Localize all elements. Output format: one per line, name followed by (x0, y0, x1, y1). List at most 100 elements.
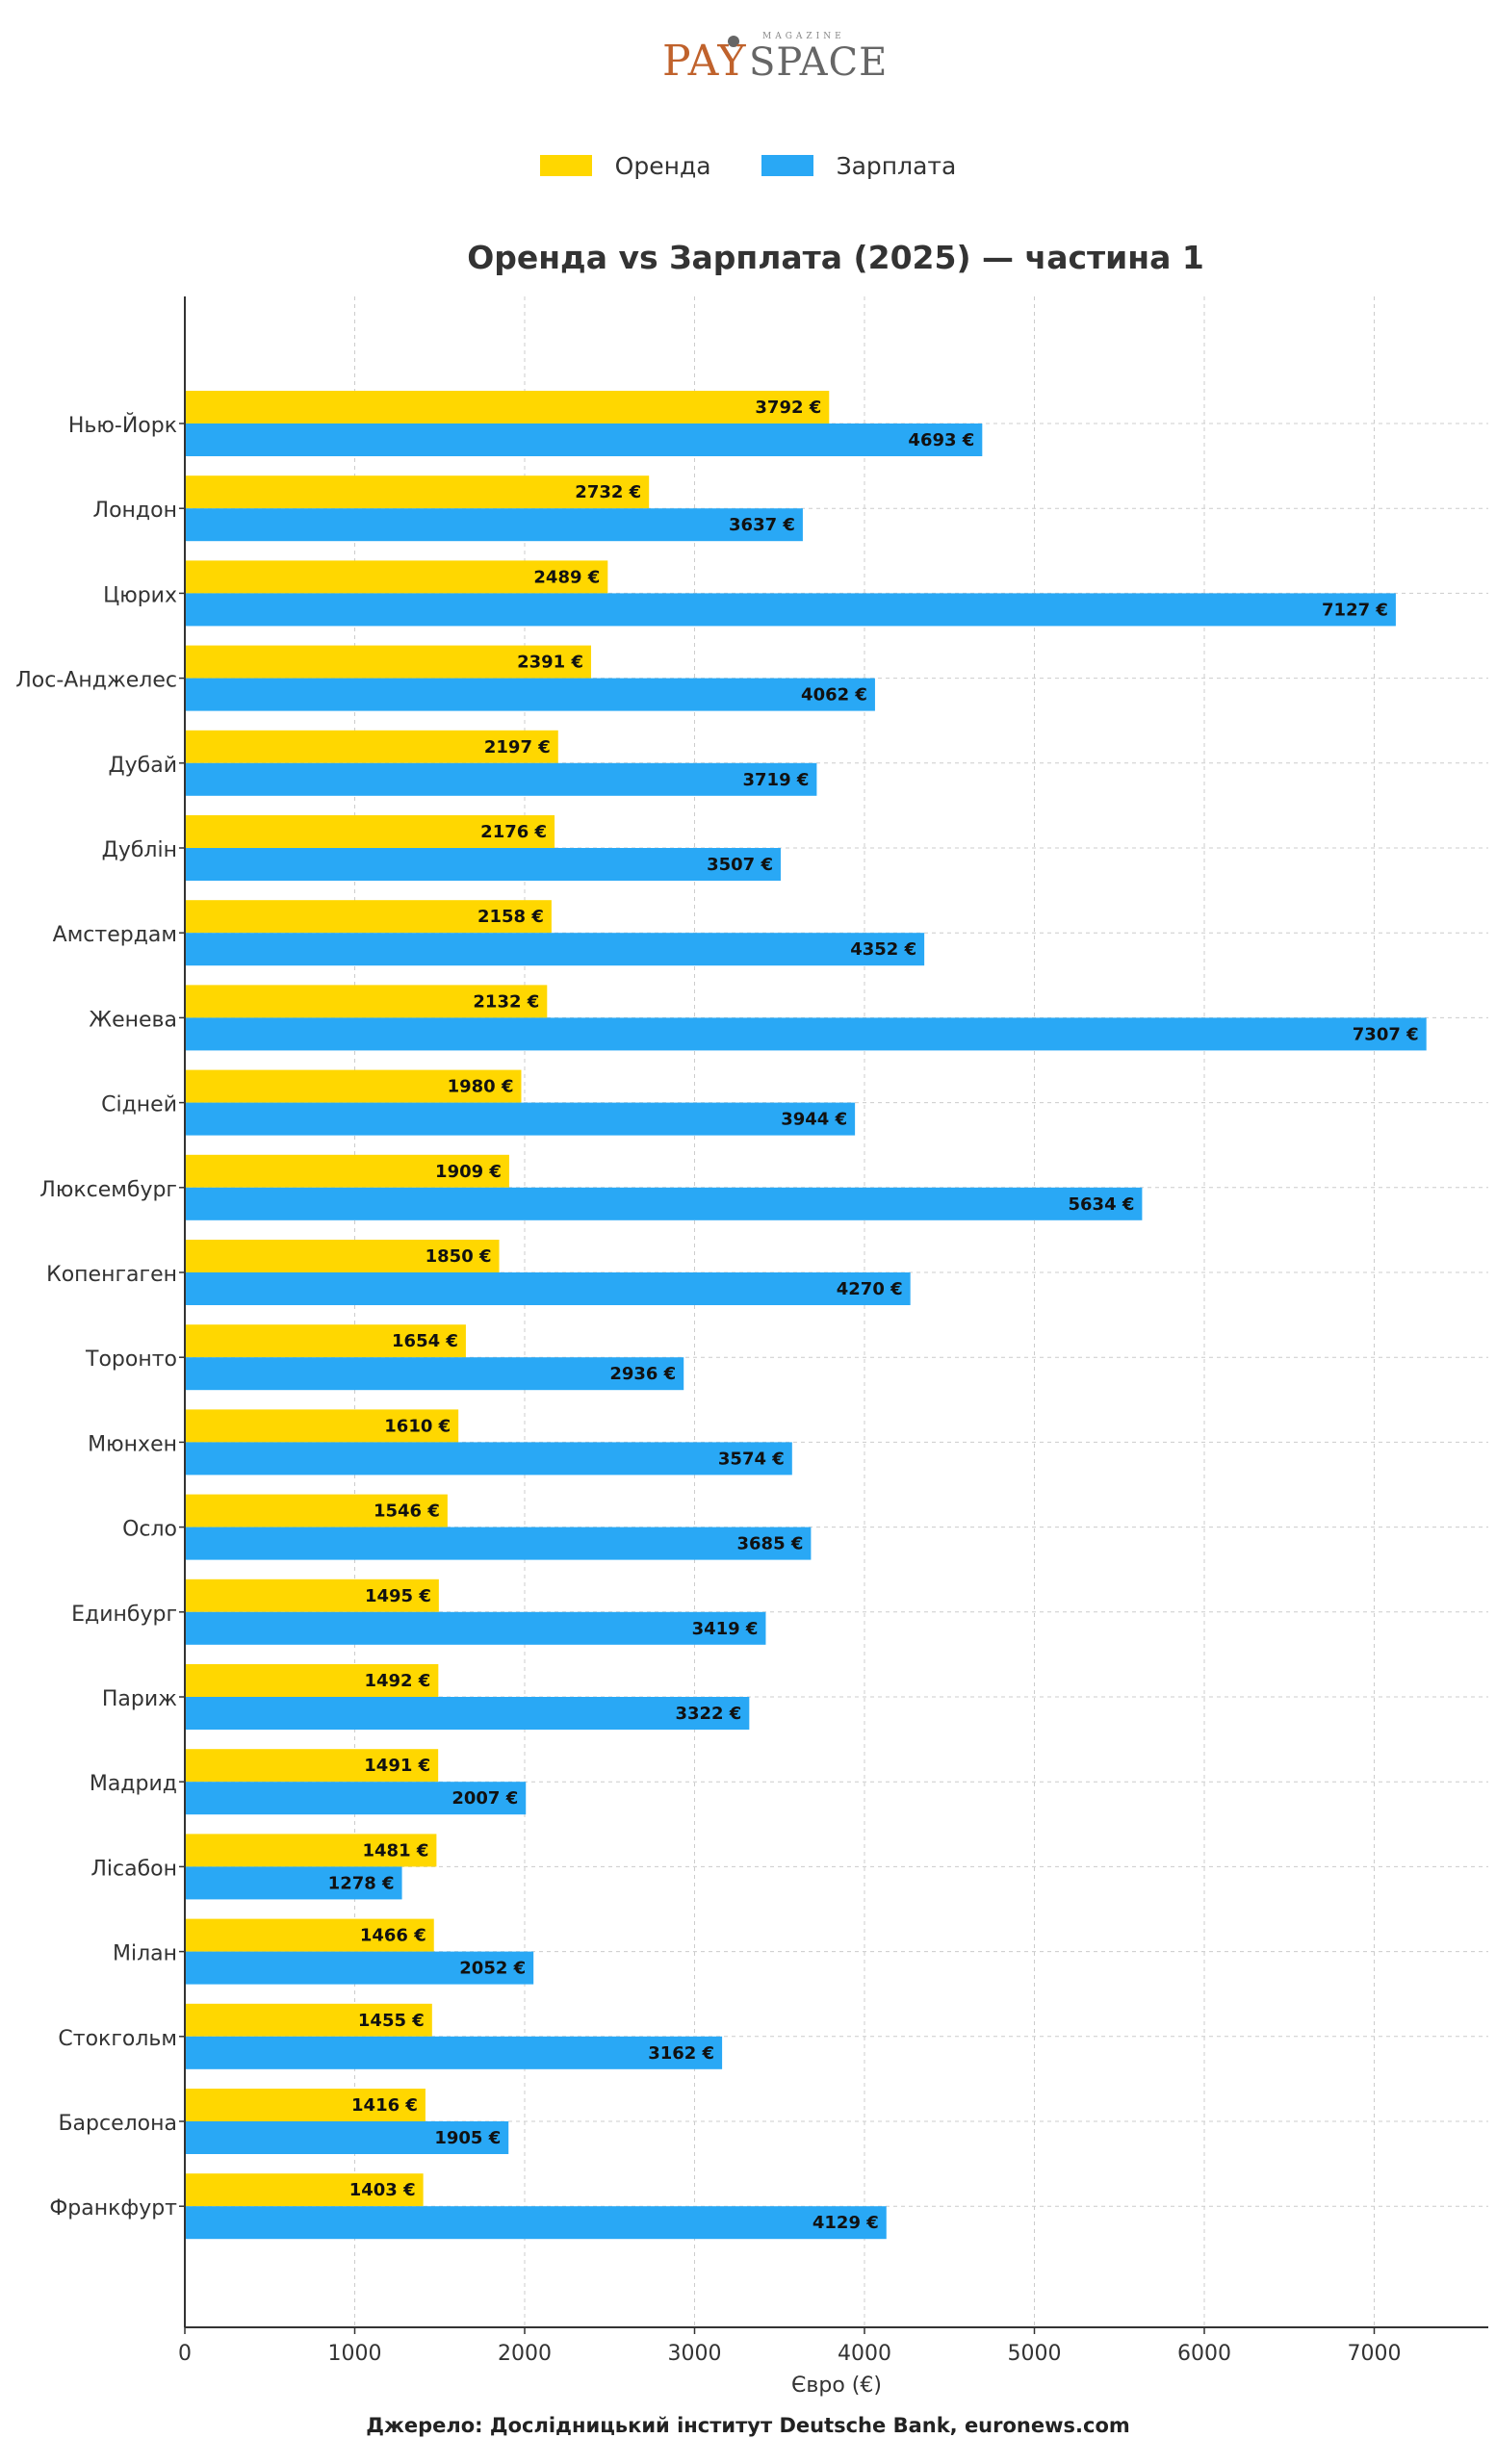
city-label: Сідней (101, 1093, 177, 1117)
salary-value-label: 3944 € (781, 1110, 847, 1130)
salary-value-label: 2052 € (459, 1959, 526, 1979)
salary-value-label: 4129 € (812, 2213, 879, 2233)
rent-bar (185, 2089, 426, 2121)
salary-bar (185, 2036, 723, 2069)
rent-bar (185, 645, 592, 679)
rent-value-label: 1466 € (360, 1926, 426, 1946)
salary-value-label: 4693 € (908, 430, 974, 450)
salary-value-label: 1905 € (434, 2128, 501, 2148)
x-tick-label: 2000 (498, 2342, 552, 2366)
salary-bar (185, 1527, 812, 1560)
x-axis-label: Євро (€) (791, 2374, 882, 2398)
legend-swatch-salary (761, 155, 813, 176)
x-tick-label: 1000 (328, 2342, 382, 2366)
rent-bar (185, 475, 650, 509)
salary-bar (185, 2121, 509, 2154)
salary-bar (185, 593, 1396, 627)
city-label: Франкфурт (49, 2196, 177, 2220)
salary-value-label: 7307 € (1353, 1024, 1419, 1044)
rent-bar (185, 1154, 509, 1188)
rent-value-label: 2132 € (473, 991, 539, 1012)
x-tick-label: 4000 (838, 2342, 891, 2366)
salary-bar (185, 2206, 887, 2240)
salary-bar (185, 1697, 750, 1730)
rent-value-label: 1546 € (374, 1502, 440, 1522)
bar-chart: 3792 € 4693 € Нью-Йорк 2732 € 3637 € Лондон 24… (15, 296, 1488, 2398)
salary-value-label: 3322 € (675, 1704, 741, 1724)
chart-title: Оренда vs Зарплата (2025) — частина 1 (467, 239, 1204, 276)
rent-value-label: 2197 € (484, 737, 551, 757)
salary-bar (185, 762, 817, 796)
rent-value-label: 1416 € (351, 2095, 418, 2116)
city-label: Стокгольм (58, 2027, 177, 2051)
salary-bar (185, 1272, 911, 1305)
city-label: Нью-Йорк (68, 413, 177, 438)
logo-magazine: MAGAZINE (762, 32, 845, 41)
rent-bar (185, 815, 555, 848)
rent-bar (185, 1409, 459, 1443)
city-label: Лондон (93, 499, 177, 523)
city-label: Женева (89, 1008, 177, 1032)
rent-bar (185, 985, 548, 1018)
salary-value-label: 3419 € (692, 1619, 759, 1639)
salary-bar (185, 1611, 766, 1645)
rent-value-label: 1492 € (364, 1671, 430, 1691)
rent-bar (185, 1834, 437, 1867)
legend-item-rent: Оренда (539, 152, 711, 180)
rent-value-label: 1980 € (448, 1077, 514, 1097)
rent-value-label: 2176 € (480, 822, 547, 842)
rent-bar (185, 1578, 439, 1612)
salary-value-label: 3719 € (743, 770, 810, 790)
salary-value-label: 4062 € (801, 685, 867, 706)
logo-pay: PAY (662, 37, 747, 86)
rent-bar (185, 1069, 522, 1103)
salary-bar (185, 508, 803, 542)
rent-bar (185, 391, 830, 424)
city-label: Копенгаген (46, 1263, 177, 1287)
city-label: Дублін (102, 838, 177, 862)
rent-value-label: 1495 € (365, 1586, 431, 1606)
salary-value-label: 1278 € (328, 1873, 395, 1893)
city-label: Торонто (85, 1348, 177, 1372)
rent-value-label: 2732 € (575, 482, 641, 502)
rent-value-label: 1455 € (358, 2011, 425, 2031)
salary-value-label: 7127 € (1322, 600, 1388, 620)
rent-value-label: 3792 € (755, 398, 821, 418)
rent-bar (185, 1240, 500, 1272)
city-label: Барселона (58, 2112, 177, 2136)
legend-swatch-rent (539, 155, 592, 176)
salary-value-label: 3162 € (648, 2043, 714, 2064)
rent-bar (185, 1749, 439, 1783)
x-tick-label: 0 (178, 2342, 192, 2366)
rent-bar (185, 2173, 424, 2207)
salary-bar (185, 1782, 527, 1815)
salary-bar (185, 1866, 402, 1900)
rent-bar (185, 1664, 439, 1697)
legend-label-salary: Зарплата (836, 151, 957, 180)
logo-space: SPACE (749, 40, 889, 85)
rent-value-label: 1403 € (349, 2180, 416, 2200)
salary-bar (185, 1951, 534, 1985)
city-label: Амстердам (53, 923, 177, 947)
rent-value-label: 1909 € (435, 1162, 502, 1182)
salary-bar (185, 1442, 792, 1476)
city-label: Дубай (108, 754, 177, 778)
salary-value-label: 3685 € (737, 1534, 804, 1554)
city-label: Мюнхен (88, 1432, 177, 1456)
city-label: Лос-Анджелес (15, 669, 177, 693)
city-label: Осло (122, 1518, 177, 1542)
salary-value-label: 3574 € (718, 1449, 785, 1469)
salary-value-label: 5634 € (1069, 1194, 1135, 1215)
salary-bar (185, 1017, 1427, 1051)
salary-bar (185, 1357, 684, 1391)
city-label: Единбург (71, 1603, 177, 1627)
x-tick-label: 5000 (1008, 2342, 1062, 2366)
salary-bar (185, 848, 781, 881)
rent-value-label: 1610 € (384, 1416, 451, 1436)
salary-value-label: 2936 € (609, 1364, 676, 1384)
rent-bar (185, 900, 552, 934)
salary-value-label: 4352 € (850, 939, 916, 960)
city-label: Париж (102, 1687, 177, 1711)
salary-bar (185, 424, 983, 456)
city-label: Лісабон (90, 1857, 177, 1881)
